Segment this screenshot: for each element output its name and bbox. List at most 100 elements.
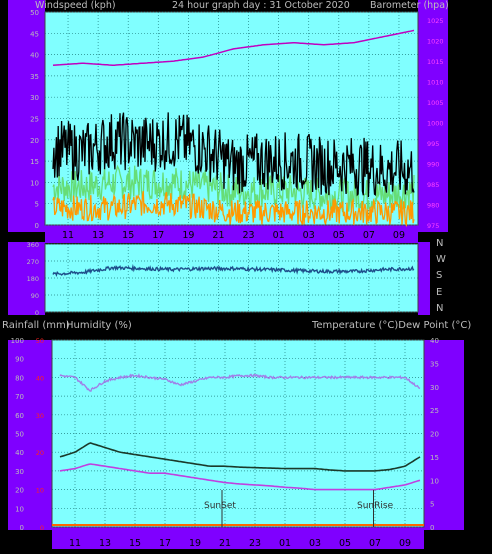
wind-x-tick-label: 13 <box>92 230 104 241</box>
barometer-tick-label: 1000 <box>427 120 444 128</box>
wind-x-tick-label: 23 <box>242 230 254 241</box>
barometer-line <box>52 29 415 67</box>
temperature-axis-title: Temperature (°C)Dew Point (°C) <box>312 320 472 331</box>
temperature-tick-label: 10 <box>430 477 439 485</box>
top-xaxis-strip <box>45 225 418 243</box>
barometer-tick-label: 985 <box>427 181 439 189</box>
temp-x-tick-label: 03 <box>309 538 321 549</box>
rainfall-tick-label: 30 <box>36 412 44 420</box>
humidity-line <box>59 373 421 392</box>
barometer-tick-label: 1015 <box>427 58 444 66</box>
humidity-axis-title: Humidity (%) <box>66 320 132 331</box>
wind-x-tick-label: 21 <box>212 230 224 241</box>
temp-x-tick-label: 21 <box>219 538 231 549</box>
wind-dir-label-w: W <box>436 254 446 265</box>
humidity-tick-label: 60 <box>15 412 24 420</box>
humidity-tick-label: 100 <box>11 337 24 345</box>
direction-tick-label: 0 <box>35 309 39 317</box>
direction-tick-label: 90 <box>31 292 39 300</box>
wind-direction-line <box>52 263 415 277</box>
temp-x-tick-label: 07 <box>369 538 381 549</box>
windspeed-tick-label: 20 <box>30 137 39 145</box>
wind-dir-left-frame <box>8 242 45 315</box>
temp-x-tick-label: 13 <box>99 538 111 549</box>
windspeed-axis-title: Windspeed (kph) <box>35 0 116 11</box>
rainfall-axis-title: Rainfall (mm) <box>2 320 70 331</box>
humidity-tick-label: 0 <box>20 524 24 532</box>
wind-minimum-line <box>52 190 415 228</box>
temp-x-tick-label: 01 <box>279 538 291 549</box>
temperature-tick-label: 25 <box>430 407 439 415</box>
temperature-tick-label: 20 <box>430 431 439 439</box>
wind-dir-label-n-bottom: N <box>436 303 444 314</box>
wind-dir-label-s: S <box>436 270 443 281</box>
wind-x-tick-label: 07 <box>363 230 375 241</box>
direction-tick-label: 360 <box>27 241 39 249</box>
humidity-tick-label: 70 <box>15 393 24 401</box>
direction-tick-label: 180 <box>27 275 39 283</box>
rainfall-tick-label: 50 <box>36 337 44 345</box>
windspeed-tick-label: 0 <box>35 222 39 230</box>
barometer-tick-label: 995 <box>427 140 439 148</box>
barometer-tick-label: 990 <box>427 161 439 169</box>
temp-x-tick-label: 05 <box>339 538 351 549</box>
wind-x-tick-label: 15 <box>122 230 134 241</box>
bottom-xaxis-strip <box>52 527 424 549</box>
humidity-tick-label: 50 <box>15 431 24 439</box>
wind-dir-label-e: E <box>436 287 443 298</box>
humidity-tick-label: 20 <box>15 487 24 495</box>
windspeed-tick-label: 50 <box>30 9 39 17</box>
barometer-axis-title: Barometer (hpa) <box>370 0 449 11</box>
windspeed-tick-label: 35 <box>30 73 39 81</box>
windspeed-tick-label: 40 <box>30 52 39 60</box>
wind-x-tick-label: 11 <box>62 230 74 241</box>
windspeed-tick-label: 5 <box>35 201 39 209</box>
humidity-tick-label: 40 <box>15 449 24 457</box>
sunrise-label: SunRise <box>357 501 394 511</box>
temperature-tick-label: 15 <box>430 454 439 462</box>
humidity-tick-label: 90 <box>15 356 24 364</box>
temperature-tick-label: 30 <box>430 384 439 392</box>
rainfall-tick-label: 0 <box>40 524 44 532</box>
barometer-tick-label: 980 <box>427 202 439 210</box>
temp-x-tick-label: 11 <box>69 538 81 549</box>
barometer-tick-label: 1025 <box>427 17 444 25</box>
barometer-tick-label: 1020 <box>427 38 444 46</box>
wind-gust-line <box>52 112 415 198</box>
wind-x-tick-label: 05 <box>333 230 345 241</box>
temp-x-tick-label: 09 <box>399 538 411 549</box>
bottom-left-frame <box>8 340 52 530</box>
temperature-tick-label: 5 <box>430 501 434 509</box>
humidity-tick-label: 10 <box>15 505 24 513</box>
temperature-tick-label: 0 <box>430 524 434 532</box>
barometer-tick-label: 975 <box>427 222 439 230</box>
temp-x-tick-label: 19 <box>189 538 201 549</box>
direction-tick-label: 270 <box>27 258 39 266</box>
windspeed-tick-label: 15 <box>30 158 39 166</box>
windspeed-tick-label: 45 <box>30 30 39 38</box>
sunset-label: SunSet <box>204 501 236 511</box>
wind-average-line <box>52 164 415 213</box>
barometer-tick-label: 1010 <box>427 79 444 87</box>
humidity-tick-label: 80 <box>15 374 24 382</box>
windspeed-tick-label: 10 <box>30 179 39 187</box>
wind-x-tick-label: 09 <box>393 230 405 241</box>
temperature-tick-label: 35 <box>430 360 439 368</box>
temp-x-tick-label: 23 <box>249 538 261 549</box>
top-right-frame <box>418 0 448 232</box>
barometer-tick-label: 1005 <box>427 99 444 107</box>
wind-x-tick-label: 17 <box>152 230 164 241</box>
rainfall-tick-label: 40 <box>36 374 44 382</box>
wind-dir-label-n-top: N <box>436 238 444 249</box>
windspeed-tick-label: 25 <box>30 116 39 124</box>
temperature-line <box>59 442 421 472</box>
temp-x-tick-label: 15 <box>129 538 141 549</box>
temperature-tick-label: 40 <box>430 337 439 345</box>
wind-x-tick-label: 01 <box>273 230 285 241</box>
bottom-right-frame <box>424 340 464 530</box>
dewpoint-line <box>59 463 421 491</box>
temp-x-tick-label: 17 <box>159 538 171 549</box>
chart-title: 24 hour graph day : 31 October 2020 <box>172 0 350 11</box>
humidity-tick-label: 30 <box>15 468 24 476</box>
